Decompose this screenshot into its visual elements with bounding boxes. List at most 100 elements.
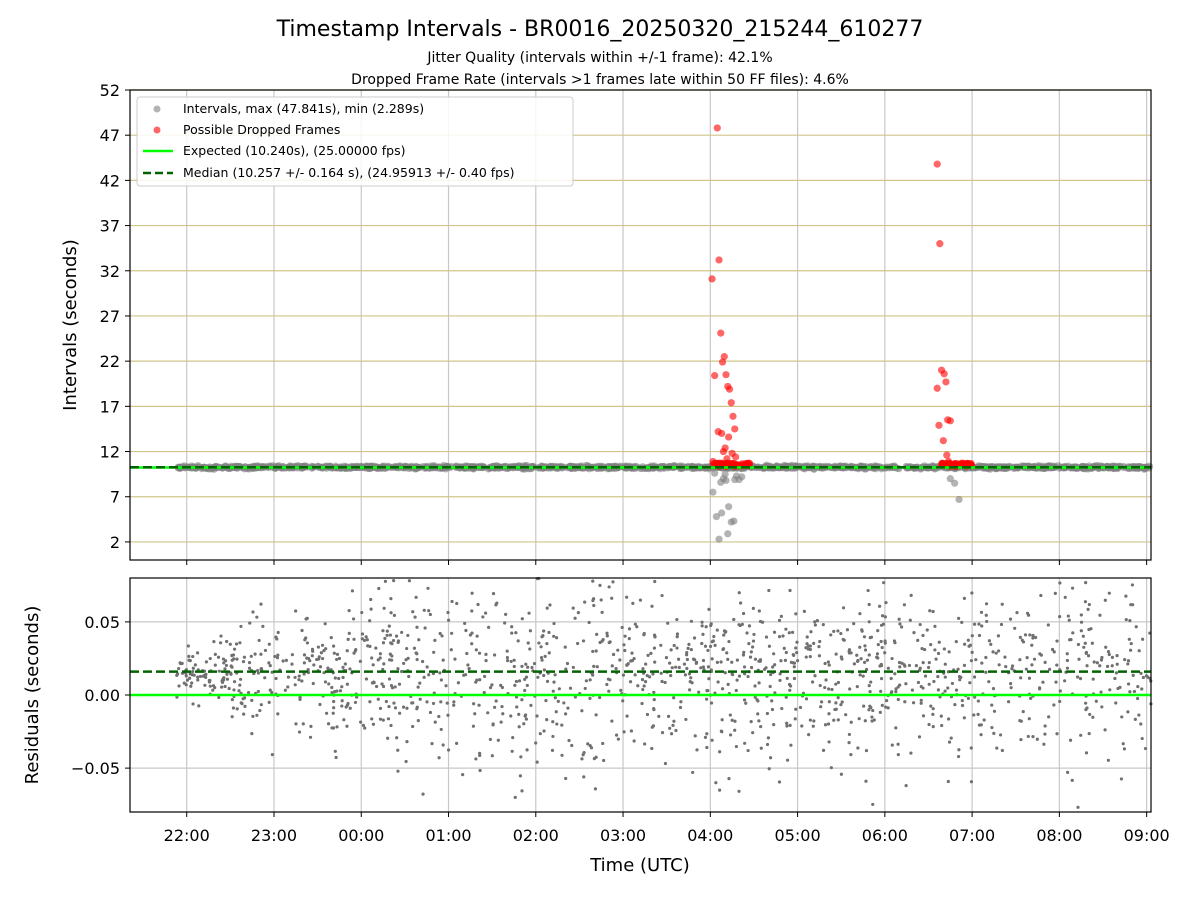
residual-point	[545, 679, 550, 683]
residual-point	[211, 684, 216, 688]
residual-point	[929, 704, 933, 708]
residual-point	[249, 654, 253, 658]
residual-point	[496, 738, 500, 742]
residual-point	[792, 665, 796, 669]
residual-point	[813, 674, 817, 678]
residual-point	[705, 689, 709, 693]
residual-point	[392, 579, 396, 583]
residual-point	[510, 625, 514, 629]
residual-point	[864, 748, 869, 753]
residual-point	[970, 591, 974, 595]
legend-dropped-marker	[153, 126, 161, 134]
residual-point	[505, 655, 510, 660]
residual-point	[910, 688, 915, 692]
residual-point	[712, 634, 716, 639]
residual-point	[598, 583, 602, 587]
residual-point	[263, 676, 267, 680]
residual-point	[777, 780, 782, 784]
residual-point	[211, 688, 215, 692]
residual-point	[1128, 619, 1132, 623]
residual-point	[876, 656, 880, 660]
residual-point	[650, 746, 654, 751]
residual-point	[703, 735, 708, 739]
residual-point	[984, 670, 988, 674]
residual-point	[805, 635, 809, 639]
residual-point	[204, 660, 208, 664]
residual-point	[823, 723, 828, 727]
residual-point	[492, 653, 497, 657]
residual-point	[594, 713, 598, 717]
residual-point	[386, 736, 390, 740]
residual-point	[528, 647, 532, 651]
interval-outlier-point	[724, 530, 732, 538]
residual-point	[370, 656, 374, 660]
dropped-frame-point	[722, 371, 730, 379]
residual-point	[839, 655, 843, 659]
residual-point	[190, 681, 194, 685]
residual-point	[896, 742, 900, 746]
residual-point	[437, 756, 441, 760]
residual-point	[478, 678, 482, 682]
residual-point	[428, 710, 433, 715]
residual-point	[329, 636, 333, 640]
residual-point	[1025, 611, 1030, 615]
residual-point	[235, 657, 239, 661]
residual-point	[255, 713, 259, 717]
residual-point	[371, 663, 375, 667]
residual-point	[711, 639, 715, 643]
residual-point	[933, 624, 937, 628]
residual-point	[811, 724, 815, 728]
residual-point	[1141, 637, 1145, 641]
residual-point	[283, 688, 287, 692]
dropped-frame-point	[720, 353, 728, 361]
residual-point	[374, 646, 378, 650]
residual-point	[627, 637, 631, 641]
time-x-tick-label: 00:00	[338, 826, 384, 845]
residual-point	[518, 774, 523, 778]
residual-point	[1048, 667, 1052, 671]
time-x-tick-label: 01:00	[425, 826, 471, 845]
residual-point	[330, 691, 334, 695]
residual-point	[760, 620, 765, 624]
residual-point	[742, 698, 747, 702]
residual-point	[622, 730, 626, 734]
residual-point	[193, 663, 197, 667]
residual-point	[747, 642, 751, 646]
residual-point	[348, 667, 352, 671]
residual-point	[991, 650, 995, 654]
residual-point	[672, 696, 676, 700]
residual-point	[534, 741, 538, 745]
residual-point	[653, 660, 657, 664]
residual-point	[821, 748, 826, 752]
residual-point	[605, 682, 609, 687]
residual-point	[1025, 655, 1029, 660]
residual-point	[708, 644, 713, 648]
residual-point	[346, 637, 350, 641]
residual-point	[322, 671, 326, 675]
residual-point	[381, 667, 385, 672]
residual-point	[867, 653, 871, 657]
residual-point	[592, 603, 596, 608]
residual-point	[1134, 625, 1138, 629]
legend-intervals-marker	[153, 105, 161, 113]
residual-point	[422, 675, 426, 679]
residual-point	[818, 639, 822, 644]
residual-point	[268, 688, 272, 692]
residual-point	[256, 671, 260, 675]
residual-point	[471, 724, 476, 728]
residual-point	[884, 601, 888, 605]
residual-point	[340, 704, 344, 708]
residual-point	[956, 667, 960, 671]
residual-point	[510, 631, 514, 635]
residual-point	[1054, 680, 1058, 684]
residual-point	[501, 712, 505, 716]
residual-point	[1031, 636, 1035, 640]
residual-point	[798, 705, 803, 710]
intervals-y-tick-label: 42	[100, 171, 120, 190]
residual-point	[869, 680, 873, 684]
residual-point	[863, 719, 867, 723]
chart-subtitle-jitter: Jitter Quality (intervals within +/-1 fr…	[426, 50, 772, 66]
residual-point	[1030, 643, 1034, 647]
residual-point	[581, 639, 586, 643]
